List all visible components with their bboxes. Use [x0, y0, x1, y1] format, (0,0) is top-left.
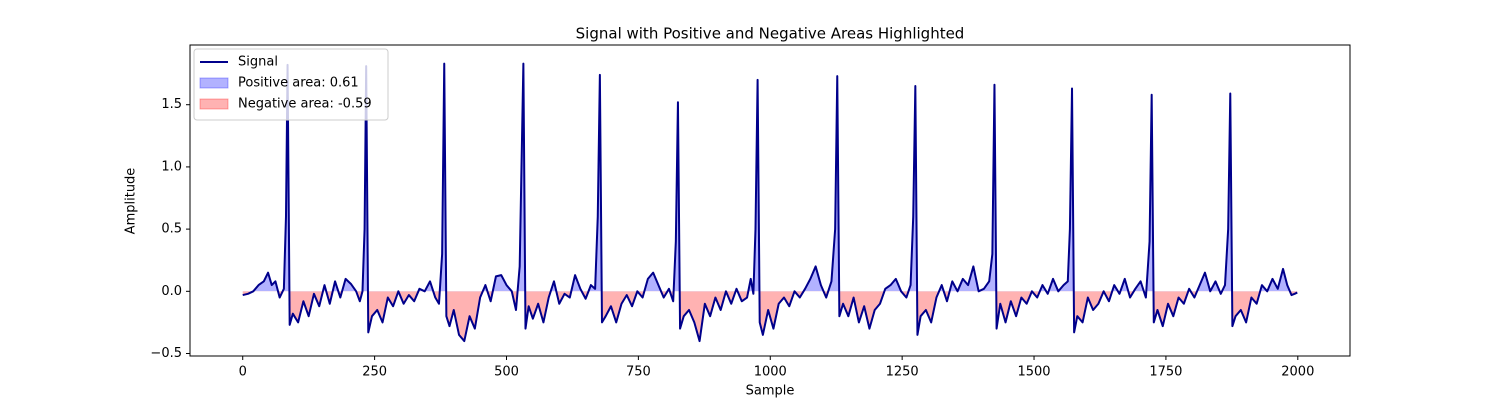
- legend-label: Positive area: 0.61: [238, 76, 359, 91]
- legend-swatch: [199, 77, 229, 89]
- x-tick-label: 2000: [1281, 365, 1314, 380]
- legend-box: [193, 48, 389, 121]
- x-tick-label: 1250: [886, 365, 919, 380]
- chart-title: Signal with Positive and Negative Areas …: [576, 25, 965, 43]
- x-tick-label: 0: [239, 365, 247, 380]
- x-axis-label: Sample: [746, 384, 795, 399]
- y-tick-label: −0.5: [150, 346, 182, 361]
- legend-label: Signal: [238, 55, 278, 70]
- x-tick-label: 1000: [754, 365, 787, 380]
- signal-line: [242, 62, 1298, 343]
- y-tick-label: 0.0: [161, 284, 182, 299]
- legend-swatch: [199, 98, 229, 110]
- x-tick-label: 250: [362, 365, 387, 380]
- y-tick-label: 1.5: [161, 97, 182, 112]
- x-tick-label: 750: [626, 365, 651, 380]
- y-tick-label: 0.5: [161, 222, 182, 237]
- x-tick-label: 1750: [1149, 365, 1182, 380]
- x-tick-label: 1500: [1017, 365, 1050, 380]
- y-tick-label: 1.0: [161, 159, 182, 174]
- legend-label: Negative area: -0.59: [238, 97, 372, 112]
- x-tick-label: 500: [494, 365, 519, 380]
- y-axis-label: Amplitude: [124, 168, 139, 235]
